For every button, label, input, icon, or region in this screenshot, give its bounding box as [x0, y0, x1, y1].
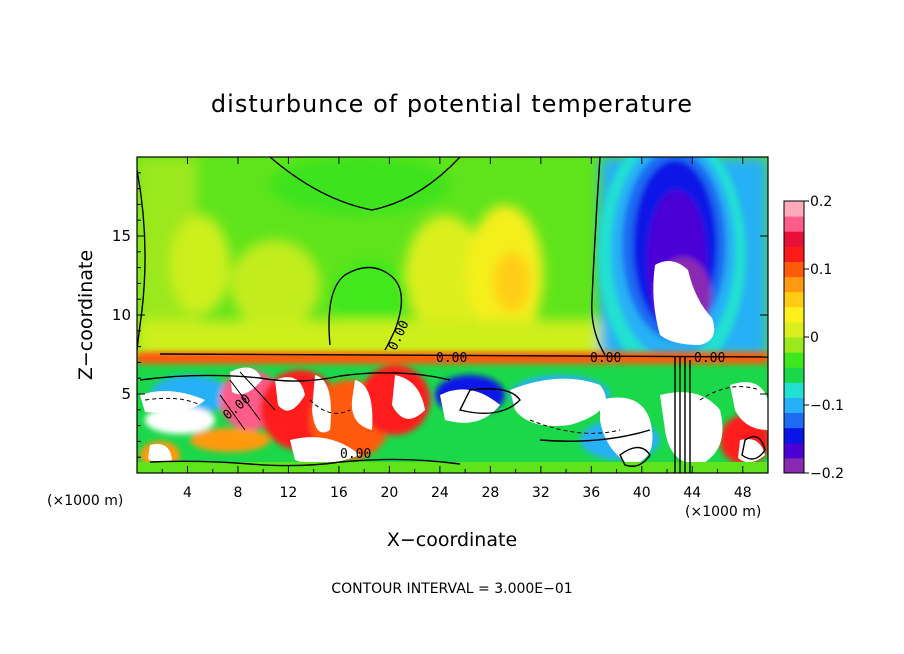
colorbar-swatch: [784, 231, 804, 247]
colorbar-swatch: [784, 201, 804, 217]
contour-label: 0.00: [340, 447, 371, 462]
colorbar-swatch: [784, 397, 804, 414]
x-tick-label: 4: [183, 485, 192, 501]
y-tick-label: 10: [112, 306, 131, 324]
y-axis-label: Z−coordinate: [75, 250, 97, 380]
colorbar: [784, 201, 804, 474]
x-tick-label: 40: [633, 485, 651, 501]
y-tick-label: 15: [112, 227, 131, 245]
colorbar-swatch: [784, 291, 804, 308]
contour-label: 0.00: [436, 351, 467, 366]
x-tick-label: 24: [431, 485, 449, 501]
x-tick-label: 36: [582, 485, 600, 501]
x-axis-unit-left: (×1000 m): [47, 493, 123, 509]
y-axis: 5 10 15: [112, 172, 768, 458]
colorbar-swatch: [784, 216, 804, 232]
colorbar-swatch: [784, 246, 804, 262]
colorbar-swatch: [784, 352, 804, 368]
x-tick-label: 12: [280, 485, 298, 501]
colorbar-swatch: [784, 276, 804, 293]
y-tick-label: 5: [121, 385, 131, 403]
x-tick-label: 32: [532, 485, 550, 501]
colorbar-ticks: 0.2 0.1 0 −0.1 −0.2: [804, 194, 844, 482]
contour-lines: [137, 157, 768, 473]
colorbar-tick-label: 0.2: [810, 194, 832, 210]
x-tick-label: 20: [380, 485, 398, 501]
dashed-contours: [144, 386, 761, 434]
x-tick-label: 8: [233, 485, 242, 501]
white-cells: [140, 367, 768, 465]
colorbar-swatch: [784, 457, 804, 474]
contour-label: 0.00: [694, 351, 725, 366]
colorbar-swatch: [784, 382, 804, 398]
colorbar-swatch: [784, 321, 804, 338]
colorbar-tick-label: −0.1: [810, 398, 844, 414]
contour-interval-note: CONTOUR INTERVAL = 3.000E−01: [331, 581, 572, 597]
colorbar-swatch: [784, 337, 804, 353]
colorbar-swatch: [784, 367, 804, 383]
x-axis-unit-right: (×1000 m): [685, 504, 761, 520]
colorbar-tick-label: −0.2: [810, 466, 844, 482]
x-tick-label: 48: [734, 485, 752, 501]
x-tick-label: 28: [481, 485, 499, 501]
colorbar-swatch: [784, 442, 804, 459]
x-tick-label: 44: [683, 485, 701, 501]
x-axis: 4 8 12 16 20 24 28 32 36 40 44 48: [161, 157, 752, 501]
colorbar-swatch: [784, 427, 804, 444]
x-axis-label: X−coordinate: [387, 529, 517, 551]
x-tick-label: 16: [330, 485, 348, 501]
contour-label: 0.00: [590, 351, 621, 366]
contour-label-group: 0.00 0.00 0.00 0.00 0.00 0.00: [220, 318, 725, 462]
colorbar-swatch: [784, 306, 804, 323]
colorbar-tick-label: 0.1: [810, 262, 832, 278]
chart-title: disturbunce of potential temperature: [211, 90, 693, 118]
colorbar-swatch: [784, 412, 804, 429]
colorbar-swatch: [784, 261, 804, 278]
plot-area: [137, 157, 768, 473]
colorbar-tick-label: 0: [810, 330, 819, 346]
